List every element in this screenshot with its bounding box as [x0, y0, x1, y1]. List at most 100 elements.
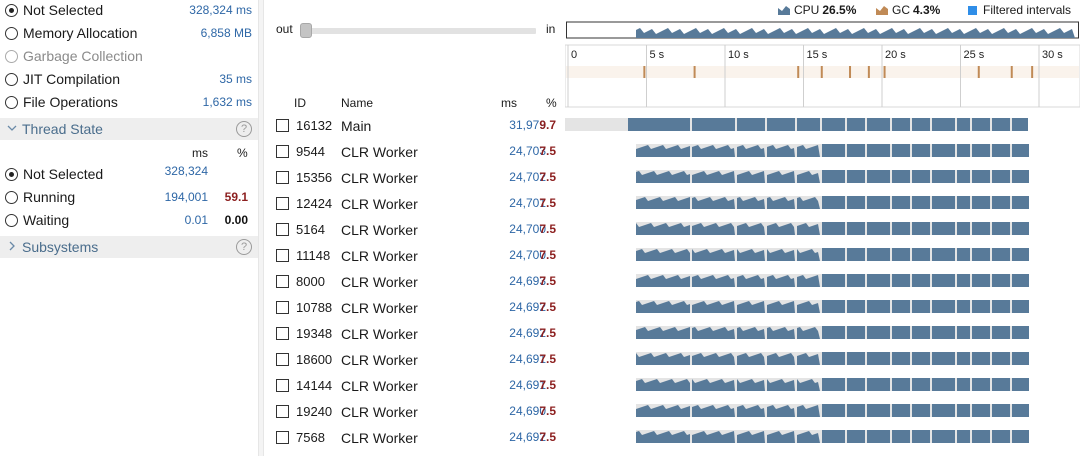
thread-row[interactable]: 19240 CLR Worker 24,690 7.5 [264, 399, 1080, 425]
running-interval [797, 197, 820, 209]
option-value: 6,858 MB [200, 26, 252, 40]
legend-filtered-intervals[interactable]: Filtered intervals [968, 3, 1071, 17]
radio-button[interactable] [5, 4, 18, 17]
option-jit-compilation[interactable]: JIT Compilation 35 ms [0, 69, 258, 91]
thread-row[interactable]: 16132 Main 31,979 9.7 [264, 113, 1080, 139]
column-header-percent[interactable]: % [546, 96, 557, 110]
thread-timeline[interactable] [565, 217, 1080, 243]
thread-row[interactable]: 19348 CLR Worker 24,692 7.5 [264, 321, 1080, 347]
thread-name: CLR Worker [341, 352, 418, 368]
thread-timeline[interactable] [565, 373, 1080, 399]
thread-checkbox[interactable] [276, 223, 289, 236]
running-interval [797, 301, 820, 313]
radio-button[interactable] [5, 73, 18, 86]
thread-state-waiting[interactable]: Waiting 0.01 0.00 [0, 210, 258, 232]
running-interval [636, 249, 690, 261]
panel-splitter[interactable] [258, 0, 264, 456]
thread-timeline[interactable] [565, 165, 1080, 191]
zoom-slider-track[interactable] [302, 28, 536, 34]
radio-button[interactable] [5, 168, 18, 181]
running-interval [847, 170, 865, 183]
thread-state-header[interactable]: Thread State ? [0, 118, 258, 140]
running-interval [692, 223, 735, 235]
running-interval [912, 378, 930, 391]
thread-checkbox[interactable] [276, 431, 289, 444]
running-interval [972, 404, 990, 417]
option-memory-allocation[interactable]: Memory Allocation 6,858 MB [0, 23, 258, 45]
thread-checkbox[interactable] [276, 327, 289, 340]
thread-checkbox[interactable] [276, 197, 289, 210]
help-icon[interactable]: ? [236, 121, 252, 137]
subsystems-header[interactable]: Subsystems ? [0, 236, 258, 258]
thread-timeline[interactable] [565, 191, 1080, 217]
running-interval [992, 274, 1010, 287]
legend-gc[interactable]: GC 4.3% [876, 3, 940, 17]
ruler-tick-label: 15 s [807, 49, 828, 61]
gc-event [883, 66, 886, 78]
thread-checkbox[interactable] [276, 275, 289, 288]
thread-checkbox[interactable] [276, 249, 289, 262]
thread-id: 19240 [296, 404, 333, 419]
legend-cpu[interactable]: CPU 26.5% [778, 3, 856, 17]
option-label: Running [23, 189, 76, 205]
running-interval [867, 378, 890, 391]
radio-button[interactable] [5, 214, 18, 227]
running-interval [912, 300, 930, 313]
thread-timeline[interactable] [565, 321, 1080, 347]
running-interval [892, 222, 910, 235]
thread-row[interactable]: 18600 CLR Worker 24,691 7.5 [264, 347, 1080, 373]
thread-row[interactable]: 7568 CLR Worker 24,692 7.5 [264, 425, 1080, 451]
thread-timeline[interactable] [565, 295, 1080, 321]
thread-percent: 7.5 [539, 326, 556, 340]
timeline-overview[interactable]: 0 5 s 10 s 15 s 20 s 25 s 30 s [565, 20, 1080, 108]
thread-timeline[interactable] [565, 113, 1080, 139]
running-interval [636, 327, 690, 339]
zoom-slider-thumb[interactable] [300, 23, 312, 38]
thread-row[interactable]: 8000 CLR Worker 24,693 7.5 [264, 269, 1080, 295]
thread-timeline[interactable] [565, 139, 1080, 165]
radio-button[interactable] [5, 27, 18, 40]
running-interval [797, 145, 820, 157]
thread-row[interactable]: 12424 CLR Worker 24,701 7.5 [264, 191, 1080, 217]
help-icon[interactable]: ? [236, 239, 252, 255]
column-header-ms[interactable]: ms [501, 96, 517, 110]
option-not-selected[interactable]: Not Selected 328,324 ms [0, 0, 258, 22]
thread-row[interactable]: 15356 CLR Worker 24,702 7.5 [264, 165, 1080, 191]
thread-checkbox[interactable] [276, 171, 289, 184]
thread-timeline[interactable] [565, 243, 1080, 269]
thread-row[interactable]: 10788 CLR Worker 24,692 7.5 [264, 295, 1080, 321]
radio-button[interactable] [5, 96, 18, 109]
thread-checkbox[interactable] [276, 379, 289, 392]
thread-row[interactable]: 14144 CLR Worker 24,691 7.5 [264, 373, 1080, 399]
thread-ms: 24,700 [509, 248, 546, 262]
thread-row[interactable]: 11148 CLR Worker 24,700 7.5 [264, 243, 1080, 269]
thread-checkbox[interactable] [276, 405, 289, 418]
running-interval [992, 404, 1010, 417]
thread-id: 9544 [296, 144, 325, 159]
thread-row[interactable]: 5164 CLR Worker 24,700 7.5 [264, 217, 1080, 243]
running-interval [912, 352, 930, 365]
thread-row[interactable]: 9544 CLR Worker 24,703 7.5 [264, 139, 1080, 165]
radio-button[interactable] [5, 191, 18, 204]
option-file-operations[interactable]: File Operations 1,632 ms [0, 92, 258, 114]
column-header-name[interactable]: Name [341, 96, 374, 110]
thread-timeline[interactable] [565, 347, 1080, 373]
thread-state-running[interactable]: Running 194,001 59.1 [0, 187, 258, 209]
running-interval [692, 405, 735, 417]
running-interval [822, 248, 845, 261]
running-interval [847, 196, 865, 209]
thread-timeline[interactable] [565, 269, 1080, 295]
thread-checkbox[interactable] [276, 353, 289, 366]
running-interval [1012, 326, 1029, 339]
legend-value: 4.3% [913, 3, 941, 17]
running-interval [957, 222, 970, 235]
thread-timeline[interactable] [565, 425, 1080, 451]
thread-checkbox[interactable] [276, 145, 289, 158]
thread-state-not-selected[interactable]: Not Selected 328,324 [0, 164, 258, 186]
thread-timeline[interactable] [565, 399, 1080, 425]
running-interval [932, 378, 955, 391]
thread-checkbox[interactable] [276, 119, 289, 132]
column-header-id[interactable]: ID [294, 96, 306, 110]
thread-name: CLR Worker [341, 274, 418, 290]
thread-checkbox[interactable] [276, 301, 289, 314]
